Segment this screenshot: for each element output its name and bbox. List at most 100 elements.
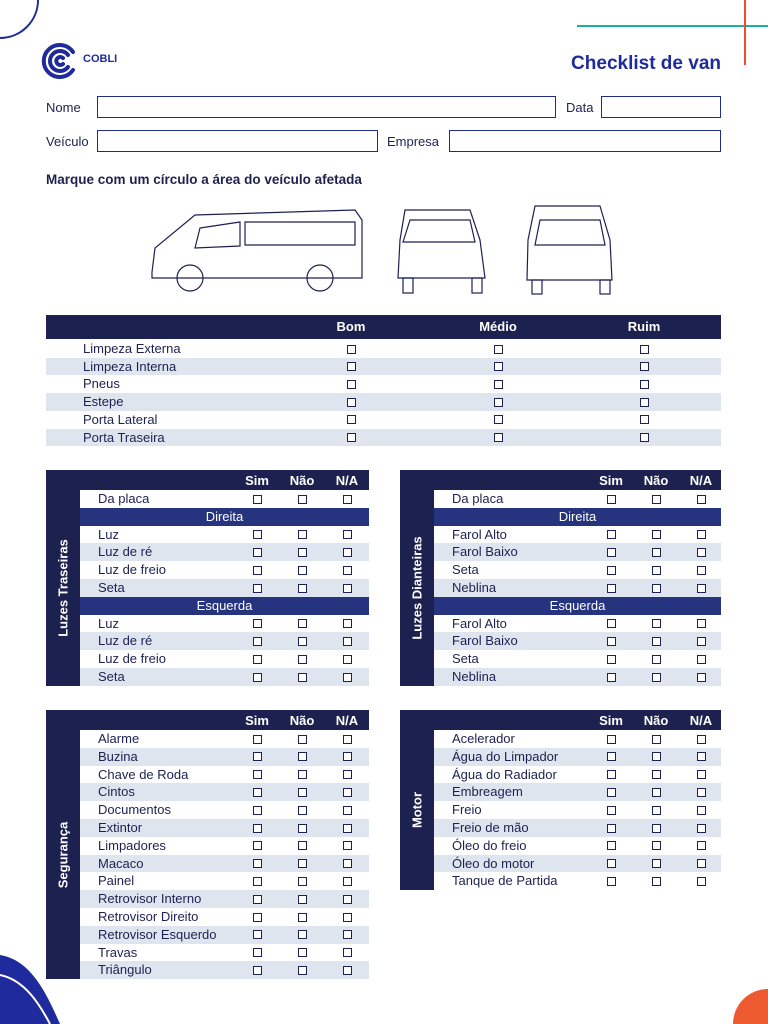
checkbox[interactable] bbox=[252, 565, 262, 575]
checkbox[interactable] bbox=[651, 787, 661, 797]
checkbox[interactable] bbox=[342, 530, 352, 540]
checkbox[interactable] bbox=[493, 397, 503, 407]
checkbox[interactable] bbox=[606, 787, 616, 797]
checkbox[interactable] bbox=[651, 619, 661, 629]
checkbox[interactable] bbox=[342, 876, 352, 886]
checkbox[interactable] bbox=[346, 379, 356, 389]
checkbox[interactable] bbox=[606, 805, 616, 815]
checkbox[interactable] bbox=[342, 734, 352, 744]
checkbox[interactable] bbox=[342, 583, 352, 593]
checkbox[interactable] bbox=[606, 770, 616, 780]
checkbox[interactable] bbox=[297, 876, 307, 886]
checkbox[interactable] bbox=[252, 672, 262, 682]
checkbox[interactable] bbox=[342, 494, 352, 504]
checkbox[interactable] bbox=[651, 636, 661, 646]
checkbox[interactable] bbox=[696, 876, 706, 886]
checkbox[interactable] bbox=[342, 894, 352, 904]
checkbox[interactable] bbox=[252, 876, 262, 886]
checkbox[interactable] bbox=[297, 805, 307, 815]
checkbox[interactable] bbox=[606, 565, 616, 575]
checkbox[interactable] bbox=[342, 787, 352, 797]
checkbox[interactable] bbox=[297, 530, 307, 540]
checkbox[interactable] bbox=[252, 530, 262, 540]
checkbox[interactable] bbox=[252, 894, 262, 904]
checkbox[interactable] bbox=[651, 547, 661, 557]
checkbox[interactable] bbox=[297, 619, 307, 629]
checkbox[interactable] bbox=[651, 672, 661, 682]
checkbox[interactable] bbox=[606, 654, 616, 664]
checkbox[interactable] bbox=[252, 841, 262, 851]
checkbox[interactable] bbox=[493, 433, 503, 442]
checkbox[interactable] bbox=[297, 494, 307, 504]
checkbox[interactable] bbox=[252, 752, 262, 762]
checkbox[interactable] bbox=[297, 841, 307, 851]
checkbox[interactable] bbox=[297, 770, 307, 780]
checkbox[interactable] bbox=[696, 565, 706, 575]
checkbox[interactable] bbox=[696, 859, 706, 869]
checkbox[interactable] bbox=[297, 583, 307, 593]
checkbox[interactable] bbox=[346, 415, 356, 425]
checkbox[interactable] bbox=[297, 734, 307, 744]
checkbox[interactable] bbox=[696, 654, 706, 664]
checkbox[interactable] bbox=[342, 565, 352, 575]
checkbox[interactable] bbox=[252, 787, 262, 797]
checkbox[interactable] bbox=[252, 619, 262, 629]
checkbox[interactable] bbox=[696, 787, 706, 797]
checkbox[interactable] bbox=[696, 823, 706, 833]
checkbox[interactable] bbox=[606, 734, 616, 744]
checkbox[interactable] bbox=[696, 530, 706, 540]
checkbox[interactable] bbox=[252, 948, 262, 958]
checkbox[interactable] bbox=[297, 654, 307, 664]
checkbox[interactable] bbox=[297, 787, 307, 797]
checkbox[interactable] bbox=[252, 636, 262, 646]
checkbox[interactable] bbox=[252, 859, 262, 869]
checkbox[interactable] bbox=[606, 494, 616, 504]
checkbox[interactable] bbox=[297, 823, 307, 833]
checkbox[interactable] bbox=[651, 752, 661, 762]
checkbox[interactable] bbox=[252, 654, 262, 664]
checkbox[interactable] bbox=[252, 547, 262, 557]
checkbox[interactable] bbox=[606, 823, 616, 833]
checkbox[interactable] bbox=[493, 362, 503, 372]
checkbox[interactable] bbox=[696, 494, 706, 504]
checkbox[interactable] bbox=[342, 672, 352, 682]
checkbox[interactable] bbox=[252, 965, 262, 975]
checkbox[interactable] bbox=[651, 565, 661, 575]
checkbox[interactable] bbox=[297, 948, 307, 958]
checkbox[interactable] bbox=[696, 636, 706, 646]
checkbox[interactable] bbox=[696, 841, 706, 851]
checkbox[interactable] bbox=[346, 433, 356, 442]
checkbox[interactable] bbox=[342, 841, 352, 851]
checkbox[interactable] bbox=[696, 619, 706, 629]
checkbox[interactable] bbox=[606, 876, 616, 886]
checkbox[interactable] bbox=[651, 770, 661, 780]
checkbox[interactable] bbox=[651, 530, 661, 540]
checkbox[interactable] bbox=[297, 672, 307, 682]
checkbox[interactable] bbox=[342, 636, 352, 646]
checkbox[interactable] bbox=[696, 583, 706, 593]
checkbox[interactable] bbox=[493, 344, 503, 354]
checkbox[interactable] bbox=[696, 805, 706, 815]
checkbox[interactable] bbox=[252, 770, 262, 780]
checkbox[interactable] bbox=[252, 494, 262, 504]
checkbox[interactable] bbox=[606, 841, 616, 851]
checkbox[interactable] bbox=[342, 948, 352, 958]
checkbox[interactable] bbox=[651, 859, 661, 869]
checkbox[interactable] bbox=[651, 494, 661, 504]
checkbox[interactable] bbox=[696, 734, 706, 744]
checkbox[interactable] bbox=[297, 752, 307, 762]
checkbox[interactable] bbox=[297, 912, 307, 922]
checkbox[interactable] bbox=[639, 344, 649, 354]
checkbox[interactable] bbox=[696, 752, 706, 762]
checkbox[interactable] bbox=[651, 734, 661, 744]
checkbox[interactable] bbox=[696, 547, 706, 557]
checkbox[interactable] bbox=[342, 752, 352, 762]
checkbox[interactable] bbox=[346, 344, 356, 354]
checkbox[interactable] bbox=[252, 583, 262, 593]
checkbox[interactable] bbox=[342, 547, 352, 557]
checkbox[interactable] bbox=[651, 654, 661, 664]
checkbox[interactable] bbox=[639, 415, 649, 425]
checkbox[interactable] bbox=[606, 636, 616, 646]
checkbox[interactable] bbox=[651, 823, 661, 833]
checkbox[interactable] bbox=[252, 823, 262, 833]
